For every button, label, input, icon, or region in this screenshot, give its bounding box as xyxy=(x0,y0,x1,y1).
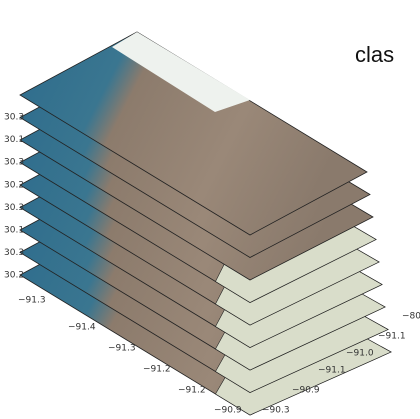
x-tick-label: −91.1 xyxy=(378,332,406,342)
x-tick-label: −91.4 xyxy=(68,323,96,333)
x-tick-label: −91.3 xyxy=(108,344,136,354)
x-tick-label: −91.1 xyxy=(318,366,346,376)
y-tick-label: 30.3 xyxy=(4,248,24,258)
x-tick-label: −91.2 xyxy=(143,365,171,375)
x-tick-label: −80 xyxy=(402,312,420,322)
y-tick-label: 30.1 xyxy=(4,135,24,145)
y-tick-label: 30.3 xyxy=(4,203,24,213)
cloud-region xyxy=(112,32,250,112)
x-tick-label: −90.9 xyxy=(292,386,320,396)
y-tick-label: 30.2 xyxy=(4,180,24,190)
x-tick-label: −90.9 xyxy=(214,406,242,416)
y-tick-label: 30.3 xyxy=(4,113,24,123)
y-tick-label: 30.3 xyxy=(4,158,24,168)
x-tick-label: −91.3 xyxy=(18,296,46,306)
x-tick-label: −90.3 xyxy=(262,406,290,416)
y-tick-label: 30.2 xyxy=(4,271,24,281)
y-tick-label: 30.1 xyxy=(4,226,24,236)
x-tick-label: −91.2 xyxy=(178,386,206,396)
layer-stack xyxy=(19,31,392,416)
title: clas xyxy=(355,42,394,67)
x-tick-label: −91.0 xyxy=(346,349,374,359)
image-layer xyxy=(19,31,368,236)
tick-labels: 30.3 30.1 30.3 30.2 30.3 30.1 30.3 30.2 −91.3 −91… xyxy=(4,113,420,416)
